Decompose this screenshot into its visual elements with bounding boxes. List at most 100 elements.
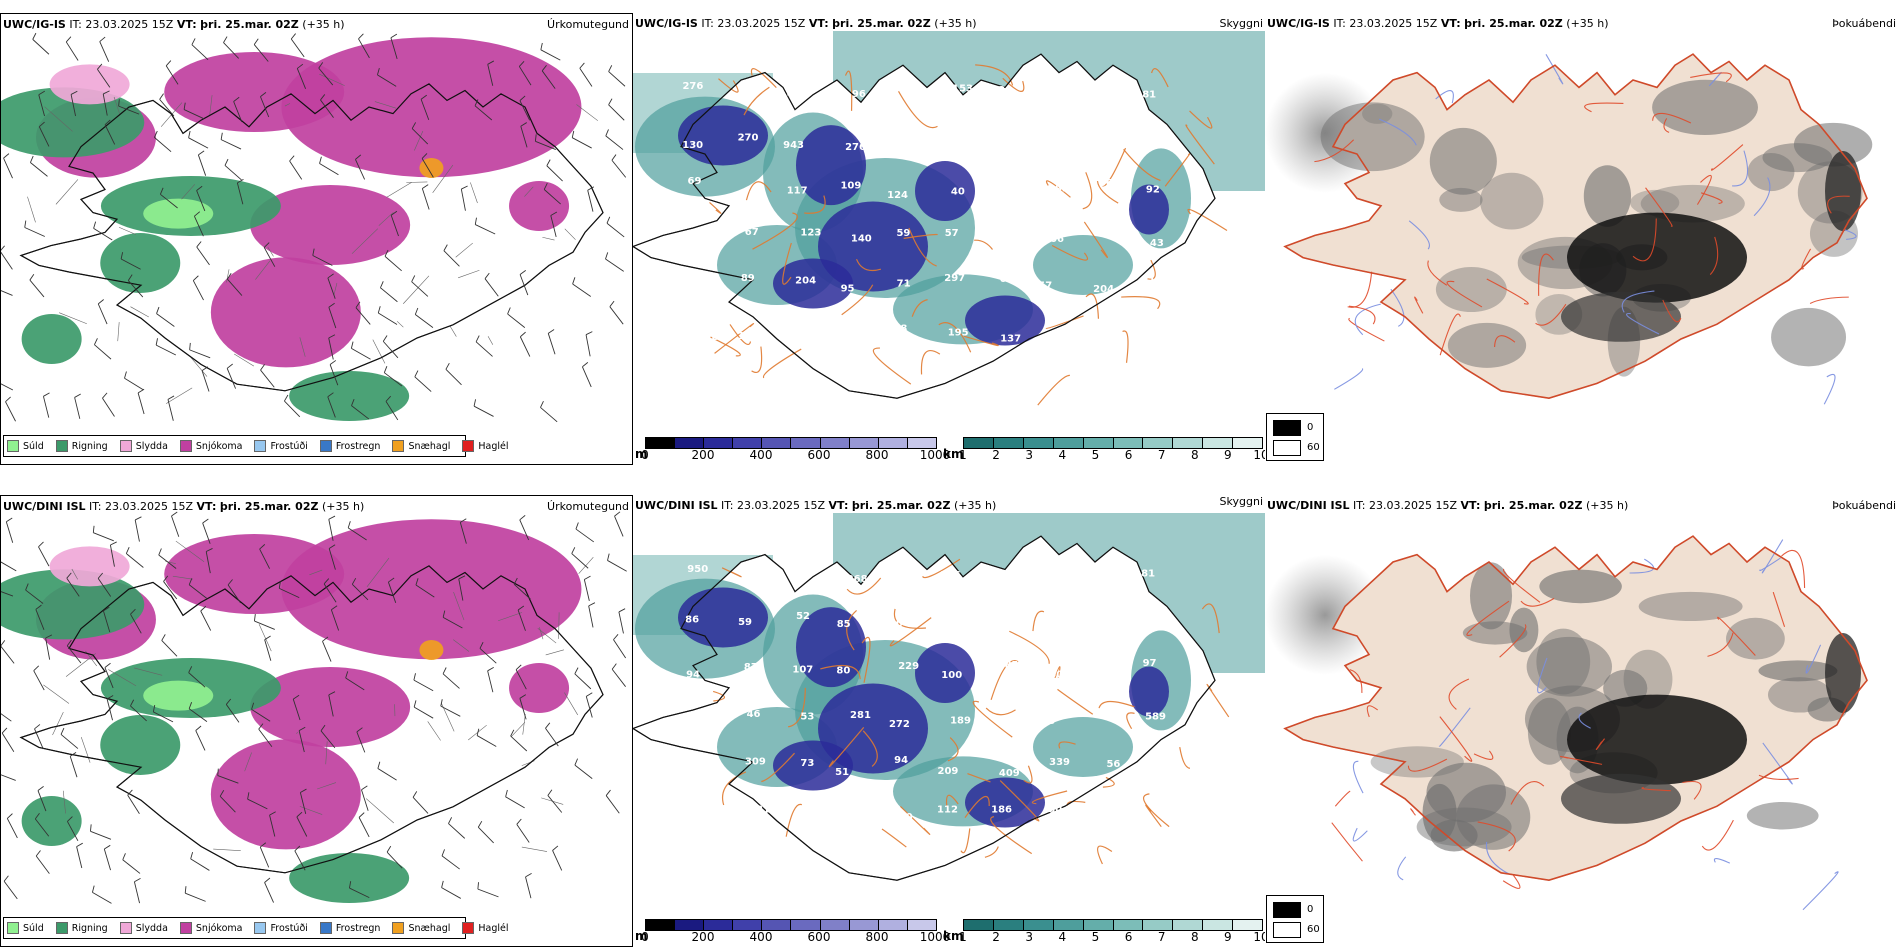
colorbar-segment [675, 438, 705, 448]
wind-barb [106, 698, 113, 721]
panel-title: Úrkomutegund [547, 18, 629, 31]
wind-barb [385, 401, 399, 421]
wind-barb [513, 584, 531, 600]
colorbar-segment [791, 438, 821, 448]
wind-barb [608, 71, 626, 87]
wind-barb [264, 882, 274, 903]
precip-legend-label: Snæhagl [408, 922, 451, 934]
fog-legend-low-label: 60 [1307, 924, 1320, 935]
colorbar-segment [849, 438, 879, 448]
wind-barb [192, 280, 204, 301]
panel-header: UWC/IG-IS IT: 23.03.2025 15Z VT: þri. 25… [1267, 17, 1609, 30]
wind-barb [167, 399, 174, 421]
colorbar-tick: 400 [749, 930, 773, 944]
cloud-base-value: 589 [1145, 712, 1166, 723]
precip-legend-item: Haglél [462, 922, 509, 934]
wind-barb [260, 369, 275, 388]
precip-legend-swatch [392, 440, 405, 452]
wind-barb [5, 521, 14, 543]
wind-barb [351, 583, 369, 601]
wind-barb [413, 706, 434, 719]
wind-barb [323, 583, 337, 603]
wind-barb [60, 734, 79, 749]
wind-barb [66, 821, 79, 841]
precip-legend-item: Rigning [55, 922, 108, 934]
wind-barb [104, 124, 116, 145]
wind-barb [66, 577, 80, 597]
colorbar-segment [878, 920, 908, 930]
fog-legend-high-label: 0 [1307, 422, 1314, 433]
wind-barb [284, 400, 301, 418]
colorbar-tick: 10 [1253, 930, 1265, 944]
colorbar-segment [1233, 438, 1263, 448]
wind-barb [1, 713, 12, 722]
precip-legend-item: Haglél [462, 440, 509, 452]
cloud-base-value: 40 [951, 187, 965, 198]
wind-barb [195, 730, 206, 751]
colorbar-tick: 8 [1190, 448, 1199, 462]
wind-barb [445, 368, 462, 386]
wind-barb [319, 163, 339, 176]
colorbar-segment [1203, 438, 1234, 448]
wind-barb [34, 818, 50, 837]
precip-legend-item: Rigning [55, 440, 108, 452]
precip-blob-11 [49, 64, 130, 105]
wind-barb [158, 554, 177, 569]
wind-barb [292, 698, 301, 721]
panel-title: Úrkomutegund [547, 500, 629, 513]
wind-barb [535, 140, 556, 150]
wind-barb [90, 830, 112, 840]
wind-barb [259, 548, 271, 569]
colorbar-tick: 1 [959, 930, 967, 944]
precip-legend-swatch [7, 922, 19, 934]
cloud-base-value: 254 [783, 322, 804, 333]
colorbar-segment [993, 920, 1024, 930]
cloud-base-value: 89 [1055, 85, 1069, 96]
wind-barb [202, 522, 211, 544]
cloud-base-value: 66 [1004, 129, 1018, 140]
wind-barb [97, 303, 108, 325]
wind-barb [384, 372, 403, 387]
colorbar-segment [704, 438, 734, 448]
wind-barb [441, 855, 460, 870]
wind-barb [377, 768, 397, 781]
cloud-base-value: 231 [749, 805, 770, 816]
cloud-base-value: 76 [897, 133, 911, 144]
cloud-base-value: 160 [1042, 670, 1063, 681]
colorbar-segment [993, 438, 1024, 448]
visibility-unit: km [943, 929, 964, 943]
panel-header: UWC/DINI ISL IT: 23.03.2025 15Z VT: þri.… [1267, 499, 1629, 512]
wind-barb [583, 579, 590, 602]
cloud-base-value: 100 [941, 670, 962, 681]
colorbar-segment [733, 920, 763, 930]
precip-legend-swatch [179, 922, 192, 934]
wind-barb [38, 126, 50, 147]
wind-barb [197, 154, 207, 176]
wind-barb [421, 188, 430, 210]
precip-legend-label: Haglél [478, 440, 509, 452]
wind-barb [188, 708, 208, 723]
wind-barb [382, 341, 399, 359]
wind-barb [188, 672, 206, 688]
cloud-base-value: 61 [1142, 761, 1156, 772]
wind-barb [3, 157, 13, 179]
wind-barb [540, 407, 558, 423]
precip-blob-10 [21, 796, 82, 846]
wind-barb [476, 735, 497, 747]
cloud-base-value: 189 [950, 716, 971, 727]
cloud-base-value: 309 [745, 756, 766, 767]
wind-barb [124, 377, 144, 391]
wind-barb [126, 553, 144, 568]
wind-barb [260, 96, 270, 118]
cloud-base-value: 109 [1148, 274, 1169, 285]
cloud-base-unit: m [635, 929, 648, 943]
wind-barb [69, 756, 78, 778]
cloud-base-value: 59 [738, 617, 752, 628]
precip-blob-9 [100, 233, 181, 293]
panel-title: Þokuábendi [1832, 17, 1896, 30]
wind-barb [510, 735, 528, 752]
cloud-base-value: 53 [800, 712, 814, 723]
panel-title: Þokuábendi [1832, 499, 1896, 512]
wind-barb [127, 794, 140, 814]
cloud-base-value: 297 [944, 273, 965, 284]
